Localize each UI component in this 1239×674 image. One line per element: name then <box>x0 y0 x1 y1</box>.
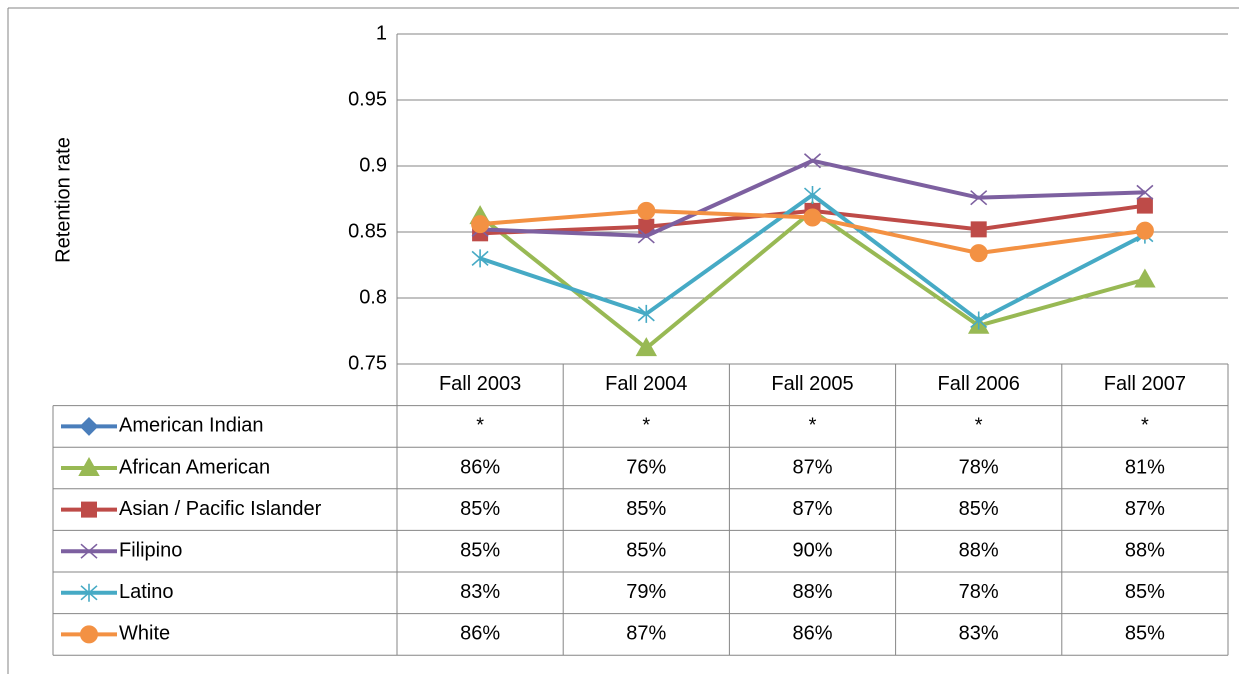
marker <box>803 186 822 205</box>
table-cell: 85% <box>1125 623 1165 645</box>
marker <box>970 311 988 330</box>
table-cell: 86% <box>792 623 832 645</box>
grid: 0.75 0.8 0.85 0.9 0.95 1 <box>348 22 1228 374</box>
table-cell: * <box>476 415 484 437</box>
table-cell: 88% <box>959 539 999 561</box>
marker <box>637 201 656 220</box>
table-cell: 88% <box>792 581 832 603</box>
legend-label: White <box>119 623 170 645</box>
marker <box>803 208 822 227</box>
marker <box>635 337 658 357</box>
table-cell: 87% <box>792 456 832 478</box>
marker <box>1135 221 1154 240</box>
table-cell: 83% <box>959 623 999 645</box>
marker <box>1134 268 1156 288</box>
table-cell: 85% <box>1125 581 1165 603</box>
legend-label: Asian / Pacific Islander <box>119 498 322 520</box>
table-cell: 78% <box>959 456 999 478</box>
x-tick-label: Fall 2006 <box>938 373 1020 395</box>
y-tick-label: 0.95 <box>348 88 387 110</box>
table-cell: * <box>642 415 650 437</box>
table-cell: 78% <box>959 581 999 603</box>
y-tick-label: 0.85 <box>348 220 387 242</box>
x-tick-label: Fall 2005 <box>771 373 853 395</box>
x-tick-label: Fall 2004 <box>605 373 687 395</box>
table-cell: * <box>1141 415 1149 437</box>
y-tick-label: 0.75 <box>348 352 387 374</box>
table-cell: 86% <box>460 623 500 645</box>
marker <box>79 416 99 436</box>
marker <box>637 304 655 323</box>
marker <box>81 501 97 518</box>
legend-label: Filipino <box>119 539 182 561</box>
marker <box>1136 184 1154 201</box>
table-cell: 85% <box>460 498 500 520</box>
marker <box>471 215 490 234</box>
marker <box>969 244 988 263</box>
data-table: Fall 2003 Fall 2004 Fall 2005 Fall 2006 Fall… <box>52 363 1229 656</box>
table-cell: 83% <box>460 581 500 603</box>
table-cell: 87% <box>626 623 666 645</box>
table-cell: 85% <box>460 539 500 561</box>
marker <box>1136 197 1153 214</box>
plot <box>469 153 1156 357</box>
marker <box>803 153 822 169</box>
table-cell: 79% <box>626 581 666 603</box>
y-tick-label: 0.8 <box>359 286 387 308</box>
legend-label: American Indian <box>119 415 264 437</box>
marker <box>80 583 98 602</box>
marker <box>80 543 98 559</box>
y-tick-label: 1 <box>376 22 387 44</box>
y-axis-label: Retention rate <box>52 137 74 263</box>
table-cell: 85% <box>626 498 666 520</box>
table-cell: 85% <box>626 539 666 561</box>
marker <box>970 190 988 206</box>
marker <box>471 249 489 268</box>
table-cell: 90% <box>792 539 832 561</box>
table-cell: 86% <box>460 456 500 478</box>
marker <box>78 456 100 476</box>
table-cell: 87% <box>1125 498 1165 520</box>
x-tick-label: Fall 2007 <box>1104 373 1186 395</box>
x-tick-label: Fall 2003 <box>439 373 521 395</box>
y-tick-label: 0.9 <box>359 154 387 176</box>
table-cell: 81% <box>1125 456 1165 478</box>
marker <box>80 625 98 644</box>
table-cell: * <box>975 415 983 437</box>
legend-label: African American <box>119 456 270 478</box>
marker <box>970 221 987 238</box>
legend-label: Latino <box>119 581 174 603</box>
marker <box>637 228 655 244</box>
table-cell: * <box>809 415 817 437</box>
table-cell: 87% <box>792 498 832 520</box>
table-cell: 88% <box>1125 539 1165 561</box>
table-cell: 85% <box>959 498 999 520</box>
table-cell: 76% <box>626 456 666 478</box>
